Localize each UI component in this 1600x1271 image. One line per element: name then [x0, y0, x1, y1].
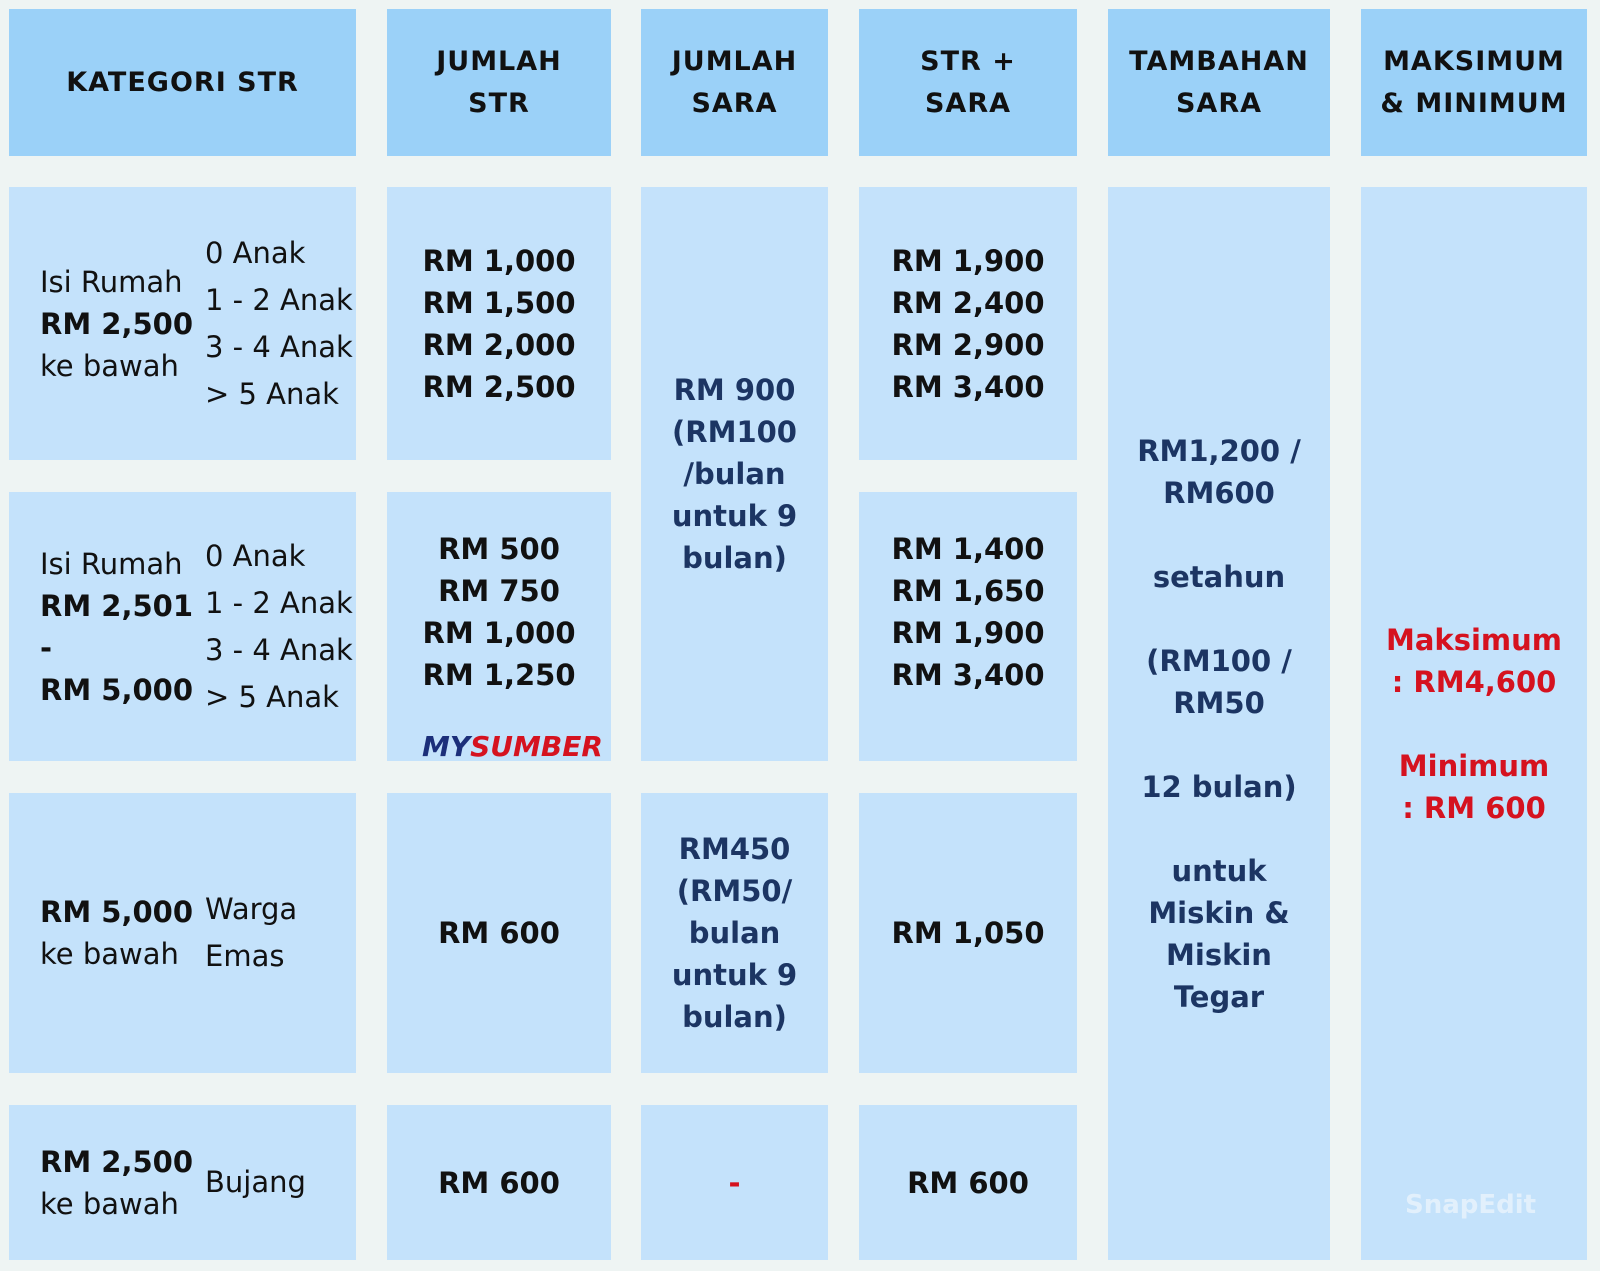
cat-income: RM 2,500	[40, 1144, 194, 1179]
cat-label: ke bawah	[40, 937, 179, 971]
cat-sub: Bujang	[205, 1165, 306, 1199]
header-kategori: KATEGORI STR	[9, 9, 356, 156]
cat-income: RM 2,500	[40, 306, 194, 341]
row2-category: Isi Rumah RM 2,501 - RM 5,000 0 Anak 1 - …	[9, 492, 356, 761]
row4-str: RM 600	[387, 1105, 611, 1260]
header-jumlah-str: JUMLAH STR	[387, 9, 611, 156]
cat-income: RM 2,501 - RM 5,000	[40, 588, 194, 707]
cat-label: ke bawah	[40, 348, 179, 383]
row1-str: RM 1,000 RM 1,500 RM 2,000 RM 2,500	[387, 187, 611, 460]
cat-sub: Warga Emas	[205, 892, 298, 973]
row2-str: RM 500 RM 750 RM 1,000 RM 1,250	[387, 492, 611, 761]
cat-label: ke bawah	[40, 1186, 179, 1221]
snapedit-watermark: SnapEdit	[1405, 1190, 1537, 1220]
cat-sub: 0 Anak 1 - 2 Anak 3 - 4 Anak > 5 Anak	[205, 538, 353, 714]
header-text: JUMLAH SARA	[671, 45, 798, 119]
header-tambahan-sara: TAMBAHAN SARA	[1108, 9, 1330, 156]
header-text: TAMBAHAN SARA	[1129, 45, 1309, 119]
header-jumlah-sara: JUMLAH SARA	[641, 9, 828, 156]
header-text: STR + SARA	[920, 45, 1016, 119]
cat-label: Isi Rumah	[40, 546, 183, 581]
header-maks-min: MAKSIMUM & MINIMUM	[1361, 9, 1587, 156]
row3-sara: RM450 (RM50/ bulan untuk 9 bulan)	[641, 793, 828, 1073]
maks-min-cell: Maksimum : RM4,600 Minimum : RM 600	[1361, 187, 1587, 1260]
mysumber-logo: MYSUMBER	[422, 730, 603, 763]
row1-category: Isi Rumah RM 2,500 ke bawah 0 Anak 1 - 2 A…	[9, 187, 356, 460]
row3-str: RM 600	[387, 793, 611, 1073]
row12-sara: RM 900 (RM100 /bulan untuk 9 bulan)	[641, 187, 828, 761]
row2-str-sara: RM 1,400 RM 1,650 RM 1,900 RM 3,400	[859, 492, 1077, 761]
row4-category: RM 2,500 ke bawah Bujang	[9, 1105, 356, 1260]
header-str-sara: STR + SARA	[859, 9, 1077, 156]
row4-sara: -	[641, 1105, 828, 1260]
header-text: JUMLAH STR	[436, 45, 562, 119]
cat-income: RM 5,000	[40, 895, 194, 929]
tambahan-sara-cell: RM1,200 / RM600 setahun (RM100 / RM50 12…	[1108, 187, 1330, 1260]
row3-category: RM 5,000 ke bawah Warga Emas	[9, 793, 356, 1073]
row3-str-sara: RM 1,050	[859, 793, 1077, 1073]
header-text: KATEGORI STR	[66, 66, 299, 98]
cat-sub: 0 Anak 1 - 2 Anak 3 - 4 Anak > 5 Anak	[205, 235, 353, 411]
row1-str-sara: RM 1,900 RM 2,400 RM 2,900 RM 3,400	[859, 187, 1077, 460]
row4-str-sara: RM 600	[859, 1105, 1077, 1260]
cat-label: Isi Rumah	[40, 264, 183, 299]
header-text: MAKSIMUM & MINIMUM	[1380, 45, 1568, 119]
